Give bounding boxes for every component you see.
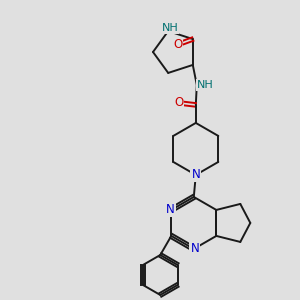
- Text: O: O: [173, 38, 182, 51]
- Text: NH: NH: [196, 80, 213, 90]
- Text: NH: NH: [162, 23, 178, 33]
- Text: N: N: [166, 203, 175, 216]
- Text: O: O: [174, 96, 183, 110]
- Text: N: N: [191, 168, 200, 182]
- Text: N: N: [190, 242, 199, 255]
